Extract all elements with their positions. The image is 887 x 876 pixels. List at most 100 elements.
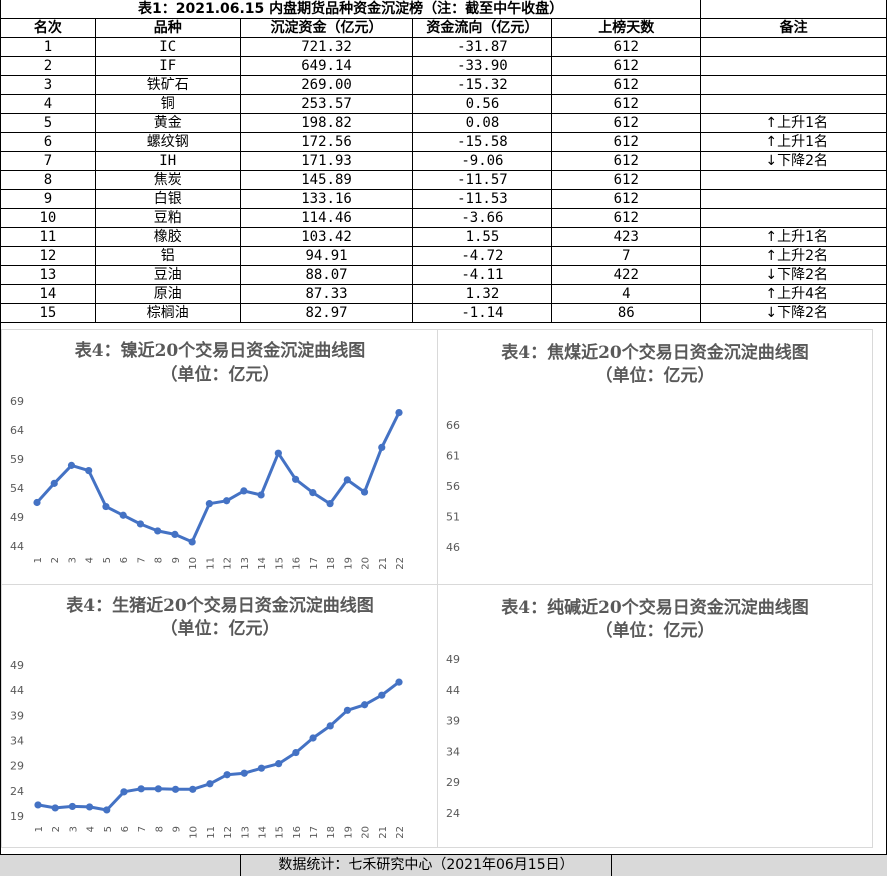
live-hog-chart: 表4：生猪近20个交易日资金沉淀曲线图 （单位：亿元） 19 24 29 34 39 44… (1, 584, 439, 848)
table-row: 6 螺纹钢 172.56 -15.58 612 ↑上升1名 (0, 132, 887, 152)
x-tick-label: 5 (103, 826, 114, 832)
chart-subtitle: （单位：亿元） (160, 619, 280, 639)
table-row: 8 焦炭 145.89 -11.57 612 (0, 170, 887, 190)
x-tick-label: 2 (50, 557, 61, 563)
data-point (223, 771, 231, 779)
table-row: 11 橡胶 103.42 1.55 423 ↑上升1名 (0, 227, 887, 247)
x-tick-label: 10 (189, 826, 200, 839)
y-tick-label: 39 (446, 715, 460, 728)
data-point (85, 467, 93, 475)
x-tick-label: 9 (172, 826, 183, 832)
y-tick-label: 59 (10, 453, 24, 466)
table-cell (700, 170, 887, 190)
table-cell: 86 (551, 303, 702, 323)
table-row: 9 白银 133.16 -11.53 612 (0, 189, 887, 209)
data-point (206, 780, 214, 788)
x-tick-label: 18 (326, 557, 337, 570)
x-tick-label: 7 (136, 557, 147, 563)
chart-title: 表4：生猪近20个交易日资金沉淀曲线图 (66, 596, 374, 616)
table-cell: 103.42 (239, 227, 414, 247)
table-cell: 612 (551, 189, 702, 209)
x-tick-label: 8 (154, 826, 165, 832)
data-point (119, 511, 127, 519)
table-cell: 253.57 (239, 94, 414, 114)
table-cell: 豆油 (94, 265, 241, 285)
table-cell: 721.32 (239, 37, 414, 57)
data-point (361, 701, 369, 709)
coking-coal-chart: 表4：焦煤近20个交易日资金沉淀曲线图 （单位：亿元） 465156616612… (437, 329, 873, 586)
y-tick-label: 44 (446, 684, 460, 697)
table-cell: ↑上升1名 (700, 227, 887, 247)
table-row: 14 原油 87.33 1.32 4 ↑上升4名 (0, 284, 887, 304)
table-row: 2 IF 649.14 -33.90 612 (0, 56, 887, 76)
x-tick-label: 12 (223, 826, 234, 839)
data-point (223, 497, 231, 505)
y-tick-label: 49 (10, 511, 24, 524)
y-tick-label: 56 (446, 480, 460, 493)
table-cell: 145.89 (239, 170, 414, 190)
y-tick-label: 44 (10, 684, 24, 697)
data-point (51, 804, 59, 812)
data-point (326, 500, 334, 508)
x-tick-label: 2 (51, 826, 62, 832)
table-cell: 3 (0, 75, 96, 95)
ranking-table: 表1：2021.06.15 内盘期货品种资金沉淀榜（注：截至中午收盘） 名次 品… (0, 0, 887, 323)
table-cell: 88.07 (239, 265, 414, 285)
table-cell: ↓下降2名 (700, 151, 887, 171)
column-header: 资金流向（亿元） (412, 18, 553, 38)
data-point (291, 475, 300, 483)
table-cell: 0.56 (412, 94, 553, 114)
table-cell: -9.06 (412, 151, 553, 171)
data-point (137, 785, 145, 793)
table-cell: 1.32 (412, 284, 553, 304)
y-tick-label: 49 (10, 659, 24, 672)
data-point (85, 803, 94, 811)
table-cell: -15.58 (412, 132, 553, 152)
x-tick-label: 13 (240, 557, 251, 570)
x-tick-label: 21 (378, 557, 389, 570)
chart-title: 表4：纯碱近20个交易日资金沉淀曲线图 (501, 598, 809, 618)
table-cell: -3.66 (412, 208, 553, 228)
table-cell: 1.55 (412, 227, 553, 247)
data-point (120, 788, 128, 796)
table-row: 7 IH 171.93 -9.06 612 ↓下降2名 (0, 151, 887, 171)
table-cell: 612 (551, 75, 702, 95)
y-tick-label: 29 (10, 760, 24, 773)
table-cell: 269.00 (239, 75, 414, 95)
x-tick-label: 18 (326, 826, 337, 839)
chart-title: 表4：焦煤近20个交易日资金沉淀曲线图 (501, 343, 809, 363)
data-point (309, 489, 317, 497)
x-tick-label: 17 (309, 557, 320, 570)
table-cell: 4 (551, 284, 702, 304)
table-cell: 114.46 (239, 208, 414, 228)
table-cell: 172.56 (239, 132, 414, 152)
chart-subtitle: （单位：亿元） (595, 621, 715, 641)
data-point (395, 409, 403, 417)
data-point (395, 678, 403, 686)
x-tick-label: 8 (154, 557, 165, 563)
data-point (34, 801, 42, 809)
table-cell: ↓下降2名 (700, 265, 887, 285)
series-line (35, 411, 401, 544)
x-tick-label: 11 (205, 557, 216, 570)
data-point (343, 476, 351, 484)
data-point (67, 461, 76, 469)
x-tick-label: 13 (240, 826, 251, 839)
table-cell: ↑上升4名 (700, 284, 887, 304)
data-point (292, 748, 300, 757)
table-cell: 铝 (94, 246, 241, 266)
data-point (188, 538, 196, 546)
data-point (257, 764, 266, 772)
data-point (189, 785, 197, 793)
x-tick-label: 4 (85, 557, 96, 563)
x-tick-label: 4 (86, 826, 97, 832)
x-tick-label: 16 (292, 826, 303, 839)
table-cell (700, 75, 887, 95)
table-cell: 612 (551, 113, 702, 133)
x-tick-label: 22 (395, 826, 406, 839)
data-point (68, 802, 76, 811)
data-point (378, 691, 386, 699)
chart-plot: 2429343944491234567891011121314151617181… (446, 653, 460, 820)
table-cell: ↑上升2名 (700, 246, 887, 266)
